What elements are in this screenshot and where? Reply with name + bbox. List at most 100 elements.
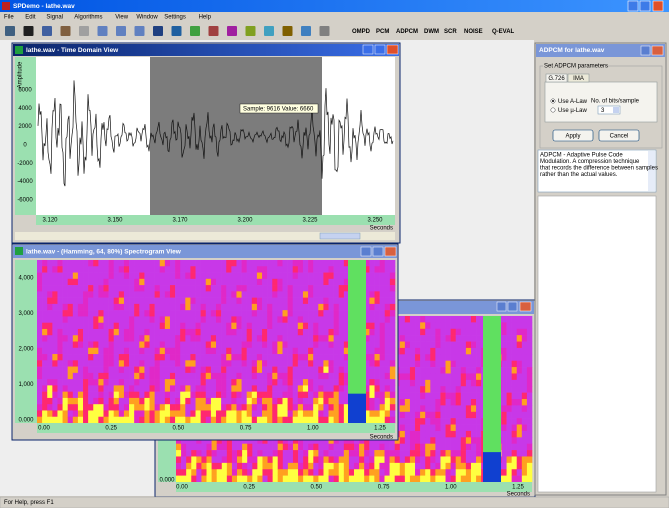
spectrogram-cell — [47, 354, 53, 361]
toolbar-button[interactable]: NOISE — [464, 29, 483, 35]
spectrogram-cell — [364, 443, 370, 451]
spectrogram-cell — [52, 404, 58, 411]
spectrogram-cell — [369, 404, 375, 411]
spectrogram-cell — [338, 366, 345, 374]
menu-item[interactable]: Help — [199, 15, 212, 21]
minimize-button[interactable] — [360, 246, 372, 257]
scrollbar[interactable] — [15, 232, 395, 240]
button[interactable] — [552, 129, 594, 142]
menu-item[interactable]: Edit — [25, 15, 36, 21]
spectrogram-cell — [323, 335, 329, 342]
close-button[interactable] — [519, 301, 532, 312]
tab[interactable] — [567, 73, 590, 83]
maximize-button[interactable] — [507, 301, 518, 312]
toolbar-icon[interactable] — [42, 26, 52, 36]
minimize-button[interactable] — [362, 44, 374, 55]
spectrogram-cell — [93, 297, 99, 305]
menu-item[interactable]: View — [115, 15, 129, 21]
close-button[interactable] — [651, 45, 664, 56]
spectrogram-cell — [282, 475, 289, 483]
spectrogram-cell — [476, 328, 482, 336]
spectrogram-cell — [164, 328, 171, 336]
scrollbar-thumb[interactable] — [319, 232, 361, 240]
spectrogram-cell — [445, 386, 451, 393]
toolbar-icon[interactable] — [264, 26, 274, 36]
maximize-button[interactable] — [374, 44, 386, 55]
bits-select[interactable] — [597, 105, 621, 115]
toolbar-icon[interactable] — [153, 26, 163, 36]
spectrogram-cell — [226, 443, 233, 451]
toolbar-icon[interactable] — [116, 26, 126, 36]
toolbar-icon[interactable] — [301, 26, 311, 36]
toolbar-icon[interactable] — [282, 26, 293, 36]
menu-item[interactable]: File — [4, 15, 14, 21]
close-button[interactable] — [652, 0, 664, 12]
spectrogram-cell — [287, 469, 294, 476]
spectrogram-cell — [200, 291, 207, 298]
spectrogram-cell — [338, 397, 345, 405]
toolbar-icon[interactable] — [245, 26, 256, 36]
spectrogram-cell — [236, 360, 242, 367]
spectrogram-cell — [67, 366, 74, 374]
spectrogram-cell — [190, 416, 196, 424]
maximize-button[interactable] — [372, 246, 384, 257]
maximize-button[interactable] — [639, 0, 651, 12]
toolbar-button[interactable]: PCM — [376, 29, 389, 35]
minimize-button[interactable] — [496, 301, 507, 312]
toolbar-icon[interactable] — [97, 26, 108, 36]
spectrogram-cell — [246, 341, 253, 349]
tab[interactable] — [545, 73, 568, 83]
spectrogram-cell — [272, 285, 278, 292]
toolbar-icon[interactable] — [23, 26, 34, 36]
spectrogram-cell — [164, 341, 171, 349]
spectrogram-cell — [359, 437, 365, 444]
help-button[interactable] — [640, 45, 651, 56]
spectrogram-cell — [67, 322, 74, 330]
spectrogram-cell — [476, 405, 482, 413]
spectrogram-cell — [359, 456, 365, 464]
spectrogram-cell — [450, 322, 457, 330]
toolbar-button[interactable]: ADPCM — [396, 29, 418, 35]
toolbar-button[interactable]: Q-EVAL — [492, 29, 515, 35]
toolbar-icon[interactable] — [79, 26, 89, 36]
toolbar-button[interactable]: OMPD — [352, 29, 371, 35]
close-button[interactable] — [386, 44, 399, 55]
toolbar-icon[interactable] — [171, 26, 182, 36]
minimize-button[interactable] — [627, 0, 639, 12]
spectrogram-cell — [297, 404, 304, 411]
spectrogram-cell — [236, 366, 242, 374]
spectrogram-cell — [404, 360, 411, 368]
spectrogram-cell — [47, 272, 53, 280]
menu-item[interactable]: Settings — [164, 15, 186, 21]
toolbar-button[interactable]: SCR — [444, 29, 457, 35]
menu-item[interactable]: Window — [136, 15, 158, 21]
toolbar-icon[interactable] — [5, 26, 15, 36]
dropdown-arrow[interactable] — [613, 107, 619, 113]
menu-item[interactable]: Signal — [46, 15, 63, 21]
spectrogram-cell — [308, 285, 314, 292]
spectrogram-cell — [144, 372, 150, 380]
spectrogram-cell — [445, 322, 451, 330]
toolbar-icon[interactable] — [227, 26, 237, 36]
description-scrollbar[interactable] — [648, 151, 655, 191]
toolbar-button[interactable]: DWM — [424, 29, 439, 35]
spectrogram-cell — [445, 475, 451, 483]
spectrogram-cell — [425, 430, 431, 438]
toolbar-icon[interactable] — [190, 26, 200, 36]
radio[interactable] — [550, 107, 556, 113]
close-button[interactable] — [384, 246, 397, 257]
spectrogram-cell — [169, 260, 176, 267]
spectrogram-cell — [369, 303, 375, 311]
spectrogram-cell — [210, 297, 217, 305]
toolbar-icon[interactable] — [208, 26, 219, 36]
spectrogram-cell — [308, 303, 314, 311]
toolbar-icon[interactable] — [319, 26, 330, 36]
spectrogram-cell — [113, 366, 120, 374]
spectrogram-cell — [134, 391, 140, 399]
spectrogram-cell — [37, 328, 43, 336]
menu-item[interactable]: Algorithms — [74, 15, 102, 21]
toolbar-icon[interactable] — [134, 26, 145, 36]
button[interactable] — [598, 129, 640, 142]
spectrogram-cell — [465, 424, 472, 432]
toolbar-icon[interactable] — [60, 26, 71, 36]
